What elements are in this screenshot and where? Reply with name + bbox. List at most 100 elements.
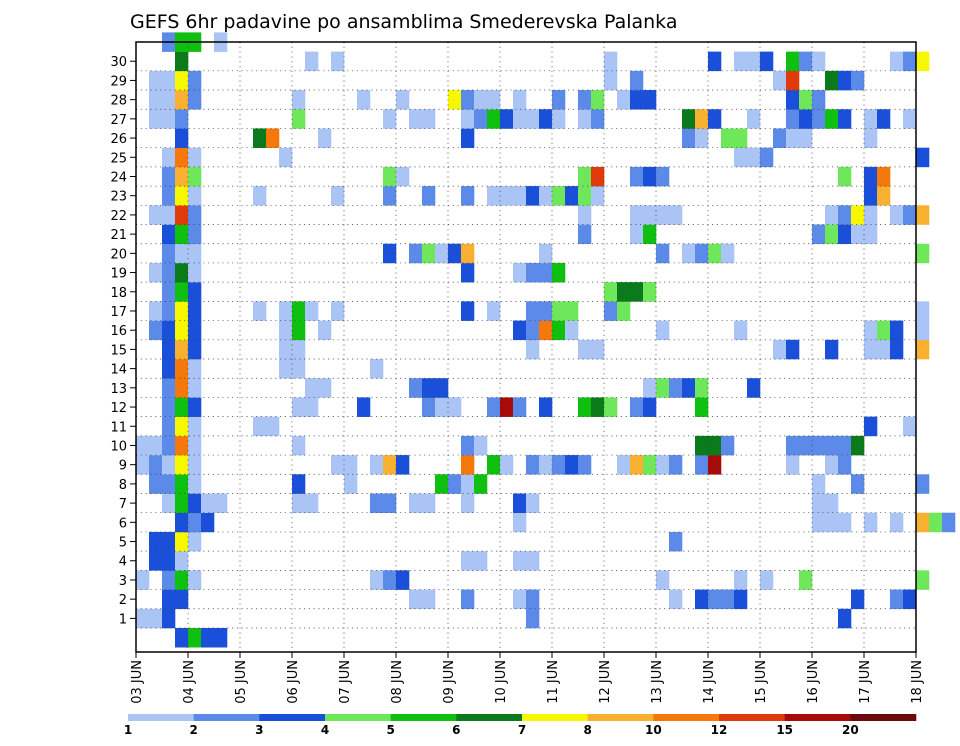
heatmap-cell [864,205,878,225]
heatmap-cell [591,186,605,206]
heatmap-cell [786,70,800,91]
heatmap-cell [188,493,202,514]
heatmap-cell [825,224,839,245]
x-tick-label: 11 JUN [546,660,561,704]
heatmap-cell [370,570,384,590]
heatmap-cell [916,243,930,264]
heatmap-cell [786,90,800,110]
colorbar-label: 12 [711,723,728,737]
heatmap-cell [617,455,631,475]
heatmap-cells [136,32,956,648]
heatmap-cell [643,282,657,302]
heatmap-cell [812,435,826,456]
heatmap-cell [162,531,176,552]
heatmap-cell [565,320,579,341]
heatmap-cell [916,474,930,494]
heatmap-cell [162,301,176,321]
colorbar-swatch [259,714,326,721]
colorbar-swatch [587,714,654,721]
colorbar-label: 20 [842,723,859,737]
heatmap-cell [188,205,202,225]
heatmap-cell [318,378,332,398]
heatmap-cell [162,435,176,456]
y-tick-label: 3 [119,574,127,589]
heatmap-cell [175,90,189,110]
heatmap-cell [175,147,189,168]
heatmap-cell [162,416,176,437]
heatmap-cell [175,570,189,590]
heatmap-cell [786,455,800,475]
heatmap-cell [526,608,540,629]
heatmap-cell [175,435,189,456]
heatmap-cell [812,109,826,129]
heatmap-cell [292,359,306,379]
heatmap-cell [682,109,696,129]
colorbar-label: 6 [452,723,460,737]
heatmap-cell [162,224,176,245]
heatmap-cell [890,205,904,225]
heatmap-cell [838,166,852,187]
heatmap-cell [292,397,306,417]
heatmap-cell [669,589,683,610]
heatmap-cell [721,243,735,264]
heatmap-cell [149,435,163,456]
heatmap-cell [175,166,189,187]
heatmap-cell [812,493,826,514]
heatmap-cell [487,109,501,129]
heatmap-cell [188,224,202,245]
colorbar-swatch [128,714,194,721]
heatmap-cell [539,109,553,129]
heatmap-cell [708,51,722,72]
heatmap-cell [656,243,670,264]
x-tick-label: 10 JUN [494,660,509,704]
heatmap-cell [864,109,878,129]
heatmap-cell [695,378,709,398]
heatmap-cell [877,186,891,206]
heatmap-cell [188,378,202,398]
heatmap-cell [162,109,176,129]
heatmap-cell [916,320,930,341]
heatmap-cell [786,435,800,456]
heatmap-cell [188,570,202,590]
heatmap-cell [175,589,189,610]
heatmap-cell [188,243,202,264]
heatmap-cell [500,186,514,206]
y-tick-label: 5 [119,536,127,551]
heatmap-cell [188,339,202,360]
heatmap-cell [552,320,566,341]
heatmap-cell [448,474,462,494]
heatmap-cell [175,320,189,341]
heatmap-cell [162,551,176,571]
heatmap-cell [825,70,839,91]
heatmap-cell [175,416,189,437]
heatmap-cell [188,166,202,187]
heatmap-cell [630,455,644,475]
heatmap-cell [188,359,202,379]
heatmap-cell [214,627,228,648]
heatmap-cell [578,205,592,225]
heatmap-cell [734,589,748,610]
heatmap-cell [812,90,826,110]
heatmap-cell [539,455,553,475]
heatmap-cell [643,224,657,245]
heatmap-cell [175,262,189,283]
heatmap-cell [448,243,462,264]
heatmap-cell [513,493,527,514]
heatmap-cell [435,243,449,264]
heatmap-cell [474,474,488,494]
heatmap-cell [708,243,722,264]
heatmap-cell [149,551,163,571]
heatmap-cell [175,186,189,206]
heatmap-cell [175,128,189,148]
heatmap-cell [383,570,397,590]
heatmap-cell [513,397,527,417]
heatmap-cell [656,570,670,590]
heatmap-cell [487,186,501,206]
heatmap-cell [838,70,852,91]
y-tick-label: 7 [119,497,127,512]
heatmap-cell [825,455,839,475]
heatmap-cell [162,147,176,168]
heatmap-cell [513,90,527,110]
x-tick-label: 12 JUN [598,660,613,704]
